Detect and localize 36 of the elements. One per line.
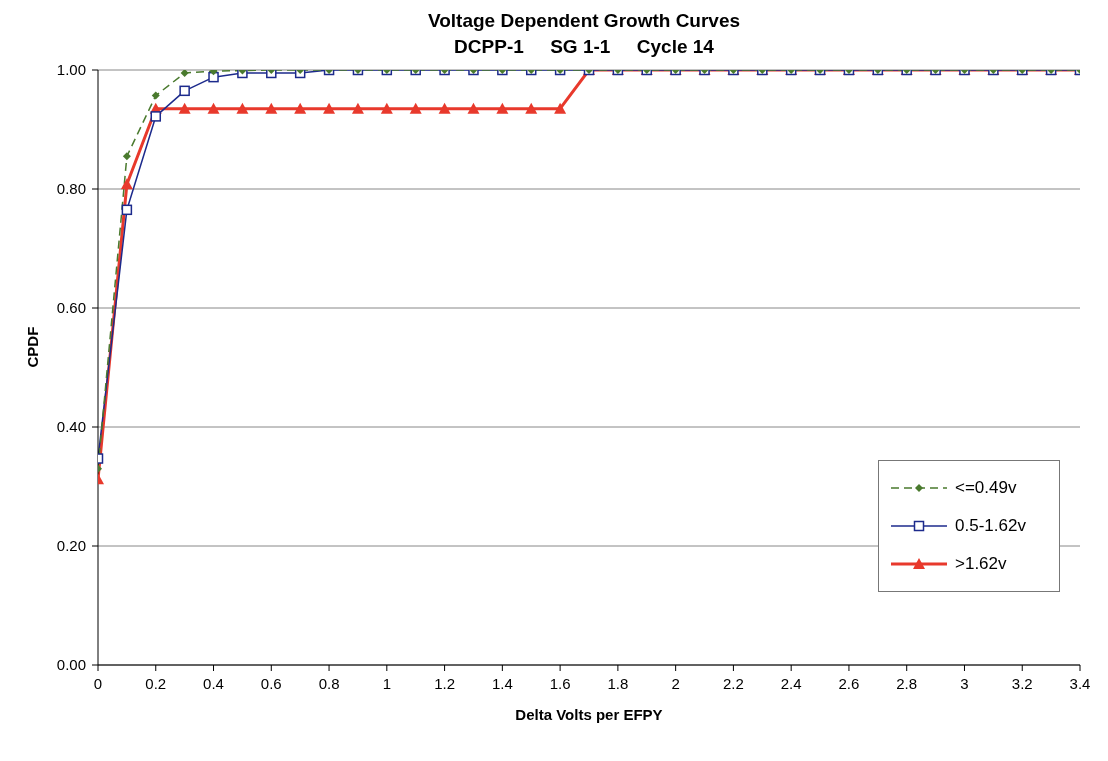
x-tick-label: 1.6 xyxy=(549,675,571,692)
legend-label: >1.62v xyxy=(955,554,1007,574)
point xyxy=(150,111,162,122)
legend-label: 0.5-1.62v xyxy=(955,516,1026,536)
y-tick-label: 0.60 xyxy=(56,299,86,317)
x-tick-label: 2.4 xyxy=(780,675,802,692)
point xyxy=(180,70,189,77)
x-tick-label: 2 xyxy=(671,675,680,692)
x-tick-label: 3.4 xyxy=(1069,675,1091,692)
x-tick-label: 1.2 xyxy=(434,675,456,692)
y-tick-label: 0.80 xyxy=(56,180,86,198)
x-tick-label: 1.8 xyxy=(607,675,629,692)
legend-label: <=0.49v xyxy=(955,478,1017,498)
y-axis-title: CPDF xyxy=(24,326,42,368)
chart-title: Voltage Dependent Growth Curves xyxy=(426,9,742,33)
point xyxy=(122,152,131,161)
point xyxy=(121,204,133,216)
x-tick-label: 3 xyxy=(960,675,969,692)
x-tick-label: 2.6 xyxy=(838,675,860,692)
chart-subtitle: DCPP-1 SG 1-1 Cycle 14 xyxy=(453,35,715,59)
x-tick-label: 0.8 xyxy=(318,675,340,692)
x-tick-label: 0.2 xyxy=(145,675,167,692)
x-tick-label: 0.4 xyxy=(203,675,224,692)
x-axis-title: Delta Volts per EFPY xyxy=(515,706,663,723)
x-tick-label: 0.6 xyxy=(260,675,282,692)
x-tick-label: 2.8 xyxy=(896,675,918,692)
y-tick-label: 0.40 xyxy=(56,418,86,436)
point xyxy=(179,85,190,97)
x-tick-label: 0 xyxy=(93,675,103,692)
x-tick-label: 1 xyxy=(382,675,391,692)
x-tick-label: 3.2 xyxy=(1011,675,1033,692)
y-tick-label: 0.00 xyxy=(56,656,86,674)
y-tick-label: 0.20 xyxy=(56,537,86,555)
x-tick-label: 2.2 xyxy=(722,675,744,692)
y-tick-label: 1.00 xyxy=(56,61,86,79)
x-tick-label: 1.4 xyxy=(491,675,513,692)
